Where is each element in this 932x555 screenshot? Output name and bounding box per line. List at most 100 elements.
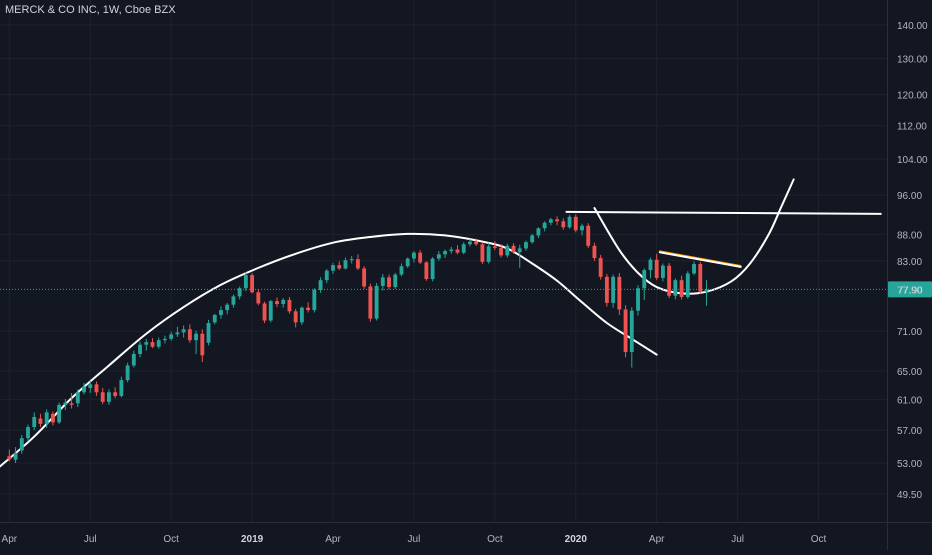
candle-body: [611, 276, 616, 303]
candle-body: [138, 344, 142, 354]
candle-body: [424, 262, 429, 280]
candle-body: [580, 225, 584, 231]
candle-body: [119, 380, 124, 396]
candle-body: [679, 280, 684, 297]
candle: [474, 238, 479, 246]
x-tick-label: Apr: [325, 534, 341, 545]
candle-body: [94, 384, 99, 393]
candle-body: [299, 307, 304, 323]
drawing-line: [659, 250, 742, 267]
candle: [617, 272, 622, 315]
candle: [443, 249, 447, 259]
candle: [119, 376, 124, 398]
candle: [387, 274, 391, 290]
candle: [629, 307, 634, 368]
candle: [331, 262, 335, 275]
candle-body: [561, 221, 566, 228]
candle-body: [667, 265, 672, 296]
y-tick-label: 130.00: [897, 54, 928, 65]
candle: [374, 283, 379, 321]
candle-body: [275, 301, 279, 305]
last-price-label: 77.90: [897, 285, 922, 296]
candle-body: [368, 286, 373, 319]
candle: [542, 221, 547, 232]
candle: [592, 242, 597, 261]
y-tick-label: 83.00: [897, 257, 922, 268]
candle: [299, 306, 304, 325]
candle-body: [380, 277, 385, 286]
candle: [275, 297, 279, 308]
drawing-line: [565, 210, 882, 215]
candle: [94, 381, 99, 396]
candle: [343, 257, 348, 270]
candle: [212, 313, 217, 325]
candle-body: [225, 304, 230, 311]
candle-body: [163, 338, 167, 341]
candle-body: [567, 216, 572, 228]
candle-body: [455, 249, 460, 253]
candle: [250, 272, 255, 294]
candle: [511, 243, 516, 254]
candle: [324, 268, 329, 284]
candle-body: [349, 259, 354, 261]
candle: [580, 223, 584, 236]
candle: [393, 272, 398, 289]
candle-body: [524, 242, 528, 249]
y-tick-label: 65.00: [897, 367, 922, 378]
candle: [405, 257, 410, 268]
candle-body: [107, 392, 111, 402]
candle-body: [169, 334, 174, 339]
candle: [57, 402, 62, 424]
candle-body: [654, 259, 659, 278]
candle-body: [586, 225, 591, 246]
candle: [654, 253, 659, 281]
grid: [0, 0, 887, 522]
candle: [175, 326, 180, 337]
candle-body: [7, 456, 12, 460]
candle-body: [542, 222, 547, 229]
candle-body: [281, 299, 286, 305]
candle: [517, 244, 522, 268]
candle-body: [312, 289, 317, 311]
chart-title: MERCK & CO INC, 1W, Cboe BZX: [5, 4, 176, 16]
price-line: 77.90: [0, 281, 932, 298]
y-tick-label: 49.50: [897, 490, 922, 501]
candle-body: [19, 438, 24, 451]
candle: [679, 275, 684, 300]
candle-body: [69, 403, 74, 405]
candle: [586, 223, 591, 248]
candle: [125, 362, 130, 383]
candle: [150, 338, 155, 348]
candle-body: [436, 254, 441, 259]
candle: [611, 274, 616, 308]
candle: [368, 283, 373, 322]
candle-body: [32, 416, 37, 428]
candle-body: [405, 258, 410, 267]
candle: [107, 389, 111, 405]
candle-body: [555, 219, 560, 222]
candle: [243, 272, 248, 292]
candle: [704, 280, 709, 306]
candle-body: [187, 329, 192, 341]
candle-body: [113, 392, 118, 396]
candle-body: [673, 280, 678, 296]
candle-body: [362, 268, 367, 287]
candle: [660, 263, 665, 282]
candle-body: [175, 332, 180, 335]
x-tick-label: Jul: [84, 534, 97, 545]
x-tick-label: Apr: [2, 534, 18, 545]
candle-body: [443, 251, 447, 255]
candle: [555, 216, 560, 226]
candle: [237, 286, 242, 300]
candle: [318, 277, 323, 293]
candle: [206, 319, 211, 346]
candle: [536, 227, 541, 238]
candle-body: [100, 392, 105, 402]
candle: [436, 251, 441, 261]
candle: [337, 261, 342, 271]
candle-body: [660, 265, 665, 278]
candle: [187, 324, 192, 343]
y-tick-label: 112.00: [897, 122, 927, 133]
